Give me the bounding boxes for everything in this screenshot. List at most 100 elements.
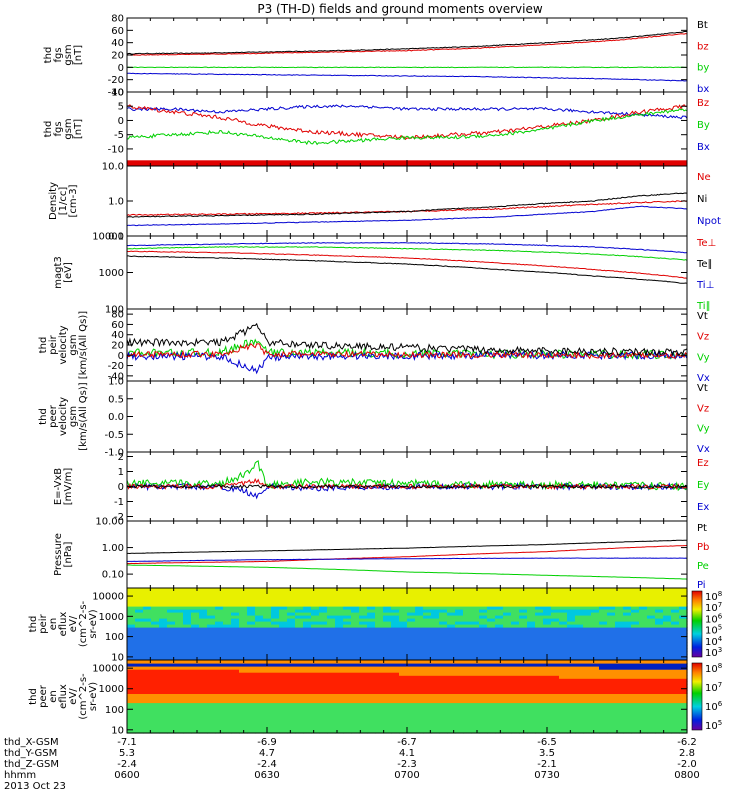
- spectrogram-cell: [439, 639, 448, 643]
- spectrogram-cell: [207, 633, 216, 637]
- colorbar-label: 108: [705, 662, 722, 675]
- spectrogram-cell: [127, 606, 136, 610]
- spectrogram-cell: [343, 717, 352, 722]
- spectrogram-cell: [575, 591, 584, 595]
- spectrogram-cell: [647, 678, 656, 682]
- spectrogram-cell: [207, 618, 216, 622]
- spectrogram-cell: [383, 726, 392, 731]
- spectrogram-cell: [551, 591, 560, 595]
- spectrogram-cell: [647, 615, 656, 619]
- spectrogram-cell: [375, 642, 384, 646]
- spectrogram-cell: [447, 618, 456, 622]
- spectrogram-cell: [455, 603, 464, 607]
- spectrogram-cell: [383, 651, 392, 655]
- spectrogram-cell: [399, 720, 408, 725]
- spectrogram-cell: [551, 696, 560, 701]
- spectrogram-cell: [519, 654, 528, 658]
- spectrogram-cell: [647, 642, 656, 646]
- spectrogram-cell: [343, 639, 352, 643]
- spectrogram-cell: [319, 621, 328, 625]
- colorbar-exponent: 5: [718, 624, 722, 632]
- spectrogram-cell: [159, 693, 168, 698]
- spectrogram-cell: [535, 672, 544, 676]
- spectrogram-cell: [551, 702, 560, 707]
- spectrogram-cell: [511, 660, 520, 664]
- spectrogram-cell: [543, 594, 552, 598]
- spectrogram-cell: [287, 711, 296, 716]
- spectrogram-cell: [167, 723, 176, 728]
- spectrogram-cell: [263, 597, 272, 601]
- spectrogram-cell: [295, 714, 304, 719]
- spectrogram-cell: [287, 657, 296, 661]
- spectrogram-cell: [191, 630, 200, 634]
- spectrogram-cell: [663, 690, 672, 694]
- spectrogram-cell: [615, 705, 624, 710]
- spectrogram-cell: [615, 702, 624, 707]
- spectrogram-cell: [535, 687, 544, 691]
- spectrogram-cell: [567, 627, 576, 631]
- spectrogram-cell: [383, 681, 392, 685]
- spectrogram-cell: [135, 717, 144, 722]
- spectrogram-cell: [647, 627, 656, 631]
- spectrogram-cell: [295, 654, 304, 658]
- spectrogram-cell: [135, 723, 144, 728]
- spectrogram-cell: [575, 621, 584, 625]
- spectrogram-cell: [255, 669, 264, 673]
- spectrogram-cell: [287, 600, 296, 604]
- spectrogram-cell: [519, 636, 528, 640]
- spectrogram-cell: [127, 630, 136, 634]
- spectrogram-cell: [559, 723, 568, 728]
- spectrogram-cell: [639, 708, 648, 713]
- spectrogram-cell: [151, 711, 160, 716]
- legend-entry: Vy: [697, 352, 710, 363]
- spectrogram-cell: [239, 696, 248, 701]
- spectrogram-cell: [263, 717, 272, 722]
- spectrogram-cell: [447, 705, 456, 710]
- footer-value: -2.1: [537, 759, 557, 770]
- spectrogram-cell: [463, 730, 472, 734]
- spectrogram-cell: [183, 642, 192, 646]
- footer-label: 2013 Oct 23: [4, 781, 66, 792]
- spectrogram-cell: [431, 648, 440, 652]
- spectrogram-cell: [615, 600, 624, 604]
- spectrogram-cell: [679, 711, 688, 716]
- spectrogram-cell: [671, 624, 680, 628]
- spectrogram-cell: [199, 708, 208, 713]
- spectrogram-cell: [511, 678, 520, 682]
- spectrogram-cell: [359, 639, 368, 643]
- y-tick-label: -20: [108, 75, 124, 86]
- spectrogram-cell: [383, 612, 392, 616]
- spectrogram-cell: [527, 730, 536, 734]
- spectrogram-cell: [655, 723, 664, 728]
- spectrogram-cell: [391, 612, 400, 616]
- spectrogram-cell: [591, 591, 600, 595]
- spectrogram-cell: [295, 621, 304, 625]
- spectrogram-cell: [375, 730, 384, 734]
- spectrogram-cell: [511, 606, 520, 610]
- spectrogram-cell: [583, 633, 592, 637]
- spectrogram-cell: [303, 696, 312, 701]
- spectrogram-cell: [319, 693, 328, 698]
- spectrogram-cell: [479, 699, 488, 704]
- spectrogram-cell: [439, 618, 448, 622]
- spectrogram-cell: [495, 663, 504, 667]
- footer-value: -6.7: [397, 737, 417, 748]
- spectrogram-cell: [167, 588, 176, 592]
- spectrogram-cell: [639, 660, 648, 664]
- spectrogram-cell: [231, 594, 240, 598]
- spectrogram-cell: [575, 606, 584, 610]
- spectrogram-cell: [511, 633, 520, 637]
- spectrogram-cell: [151, 624, 160, 628]
- spectrogram-cell: [479, 672, 488, 676]
- spectrogram-cell: [351, 726, 360, 731]
- spectrogram-cell: [495, 699, 504, 704]
- spectrogram-cell: [495, 648, 504, 652]
- spectrogram-cell: [183, 717, 192, 722]
- spectrogram-cell: [559, 621, 568, 625]
- spectrogram-cell: [335, 690, 344, 694]
- spectrogram-cell: [439, 687, 448, 691]
- spectrogram-cell: [495, 702, 504, 707]
- spectrogram-cell: [271, 612, 280, 616]
- spectrogram-cell: [639, 723, 648, 728]
